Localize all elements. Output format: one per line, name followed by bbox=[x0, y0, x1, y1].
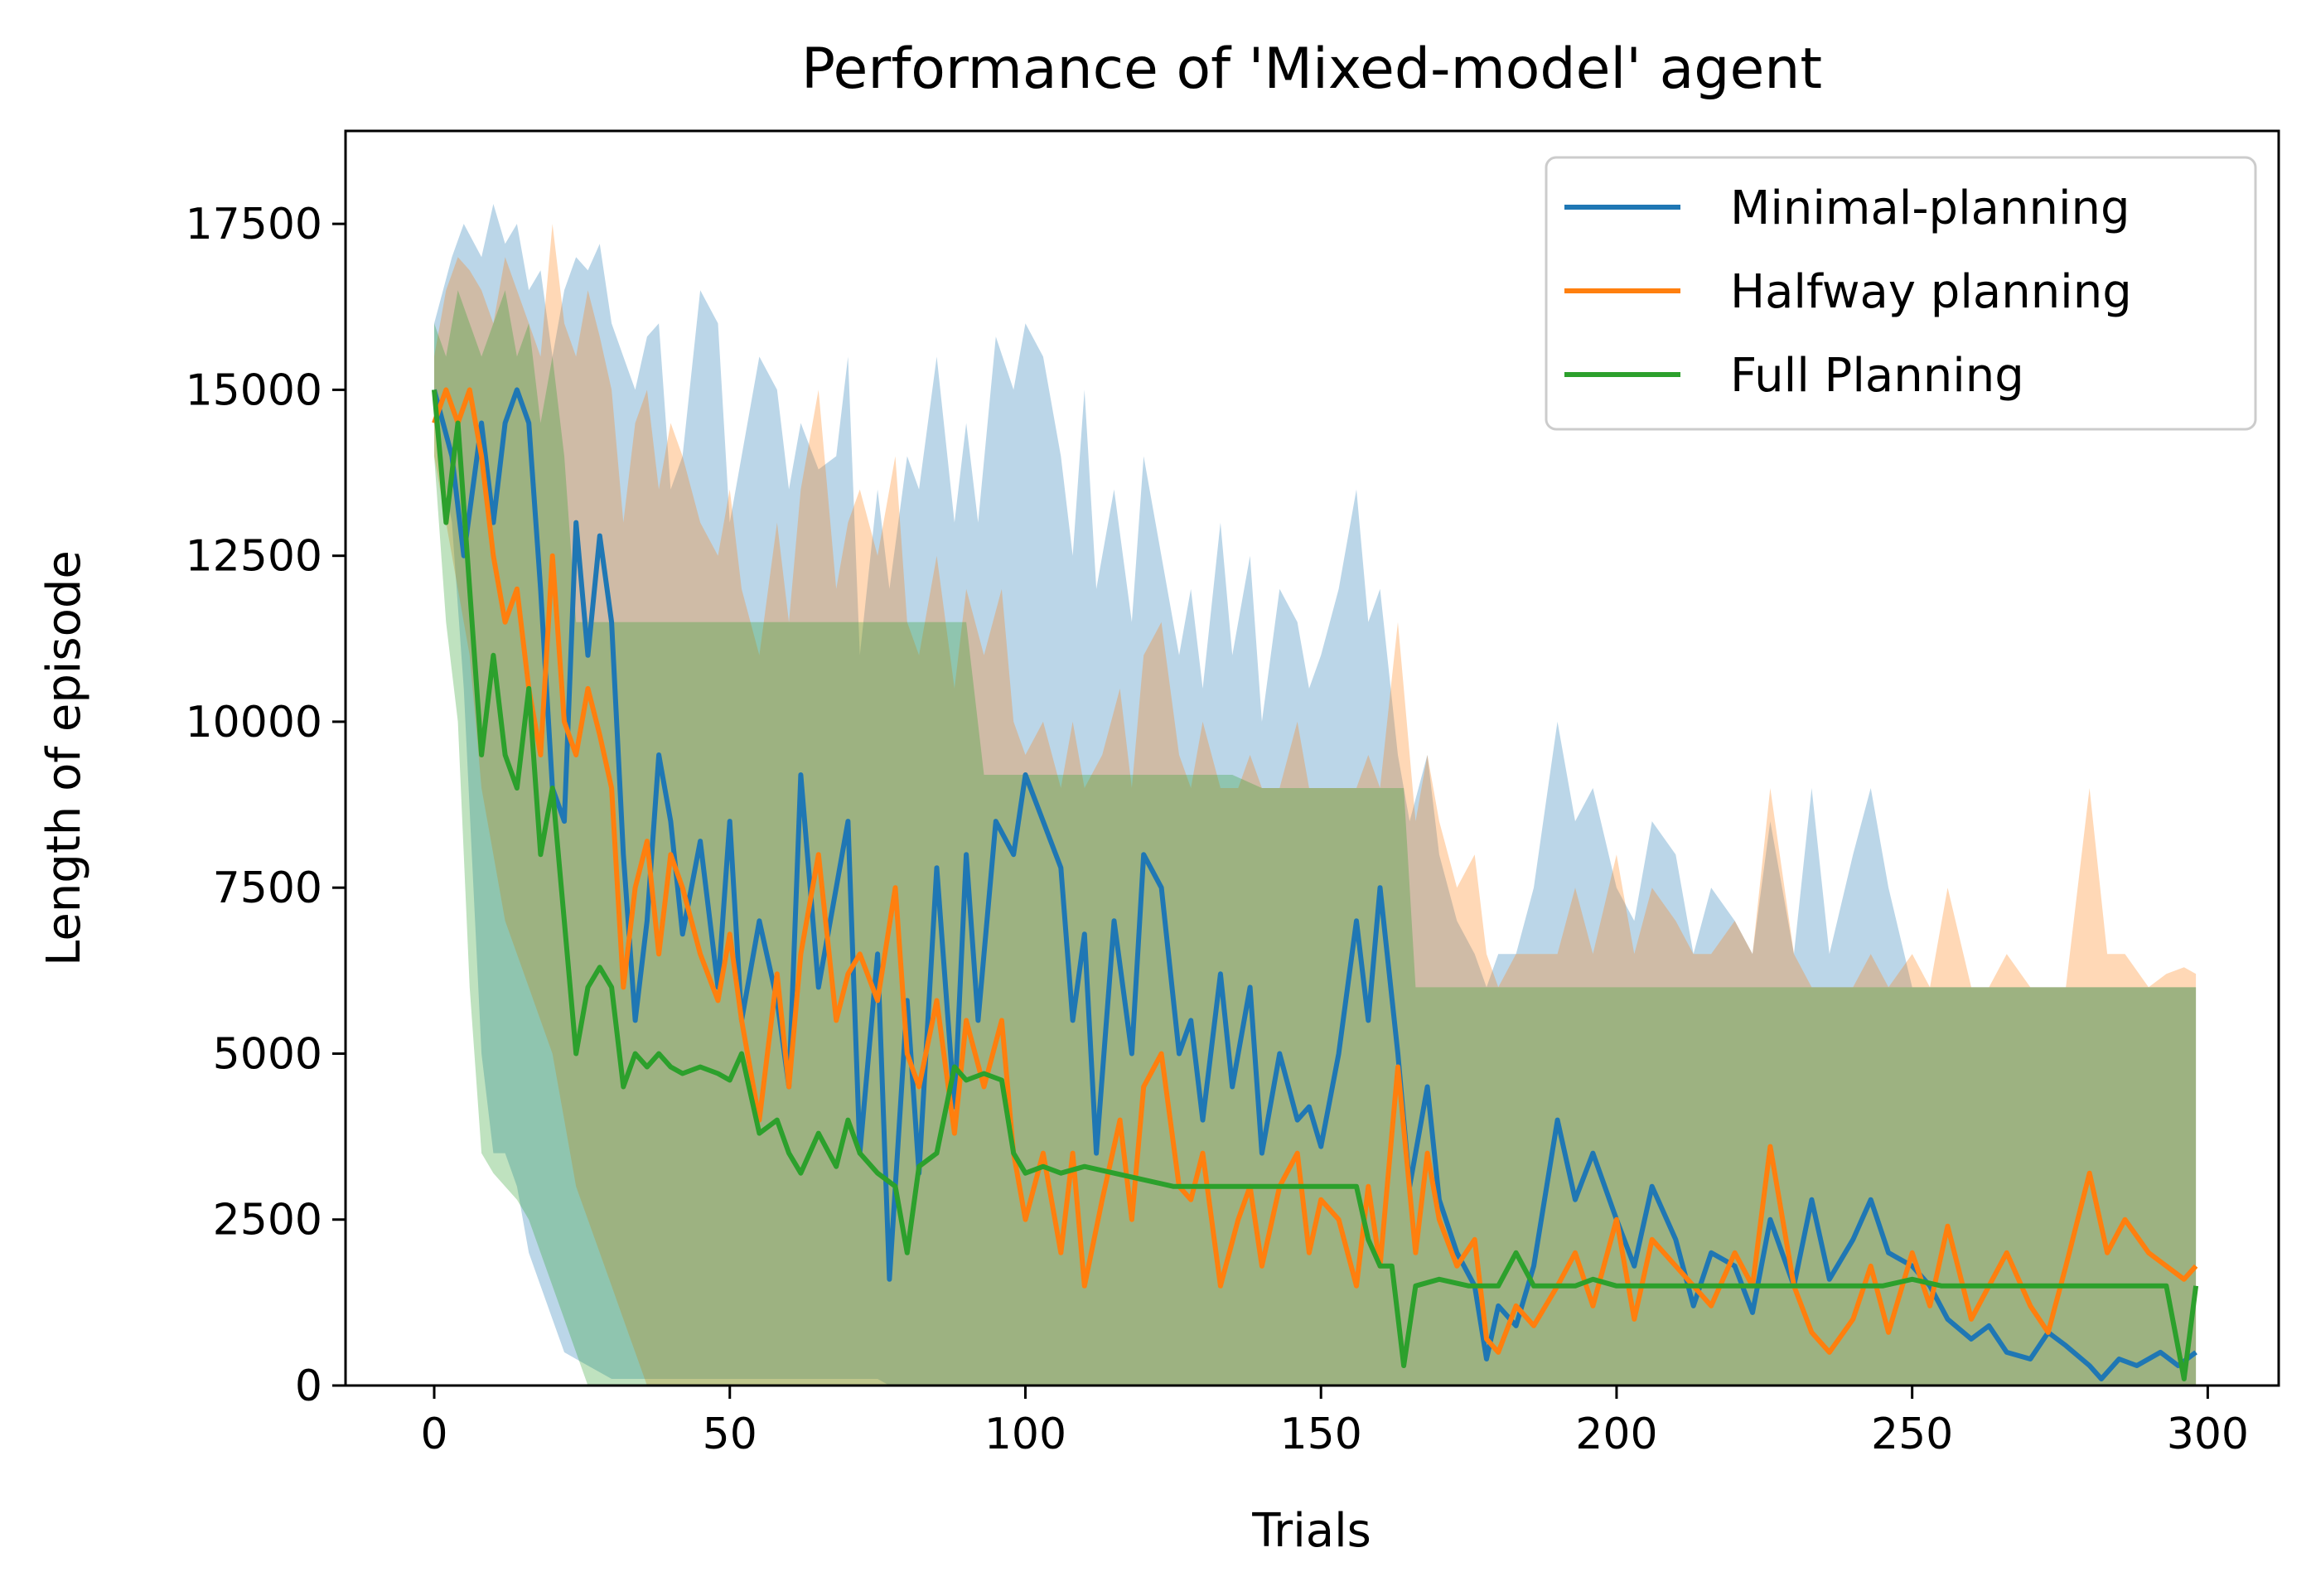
x-tick-label: 150 bbox=[1280, 1410, 1362, 1459]
y-tick-label: 7500 bbox=[213, 863, 322, 913]
x-tick-label: 300 bbox=[2167, 1410, 2249, 1459]
halfway-planning-band bbox=[434, 224, 2197, 1386]
y-tick-label: 15000 bbox=[186, 365, 322, 415]
legend-label-halfway-planning: Halfway planning bbox=[1730, 265, 2132, 319]
legend: Minimal-planning Halfway planning Full Pla… bbox=[1545, 156, 2257, 431]
legend-label-minimal-planning: Minimal-planning bbox=[1730, 181, 2130, 235]
full-planning-band bbox=[434, 290, 2197, 1386]
plot-frame bbox=[344, 129, 2280, 1387]
y-tick-label: 2500 bbox=[213, 1196, 322, 1245]
x-tick-label: 200 bbox=[1575, 1410, 1657, 1459]
legend-label-full-planning: Full Planning bbox=[1730, 349, 2024, 403]
y-tick-label: 17500 bbox=[186, 200, 322, 249]
y-tick-label: 10000 bbox=[186, 698, 322, 747]
y-tick-label: 0 bbox=[295, 1361, 322, 1411]
y-axis: 0 2500 5000 7500 10000 12500 15000 17500 bbox=[186, 200, 346, 1411]
series-lines bbox=[432, 387, 2199, 1381]
x-tick-label: 100 bbox=[984, 1410, 1066, 1459]
full-planning-line bbox=[432, 389, 2199, 1381]
x-axis: 0 50 100 150 200 250 300 bbox=[420, 1386, 2249, 1459]
y-tick-label: 5000 bbox=[213, 1029, 322, 1079]
y-tick-label: 12500 bbox=[186, 532, 322, 582]
minimal-planning-band bbox=[434, 204, 2197, 1386]
x-tick-label: 0 bbox=[420, 1410, 447, 1459]
y-axis-label: Length of episode bbox=[37, 550, 91, 966]
x-tick-label: 250 bbox=[1871, 1410, 1953, 1459]
halfway-planning-line bbox=[432, 387, 2198, 1355]
x-tick-label: 50 bbox=[703, 1410, 757, 1459]
chart-title: Performance of 'Mixed-model' agent bbox=[801, 36, 1822, 102]
confidence-bands bbox=[434, 204, 2197, 1386]
x-axis-label: Trials bbox=[1251, 1504, 1371, 1558]
legend-box bbox=[1545, 156, 2257, 431]
minimal-planning-line bbox=[432, 387, 2197, 1381]
